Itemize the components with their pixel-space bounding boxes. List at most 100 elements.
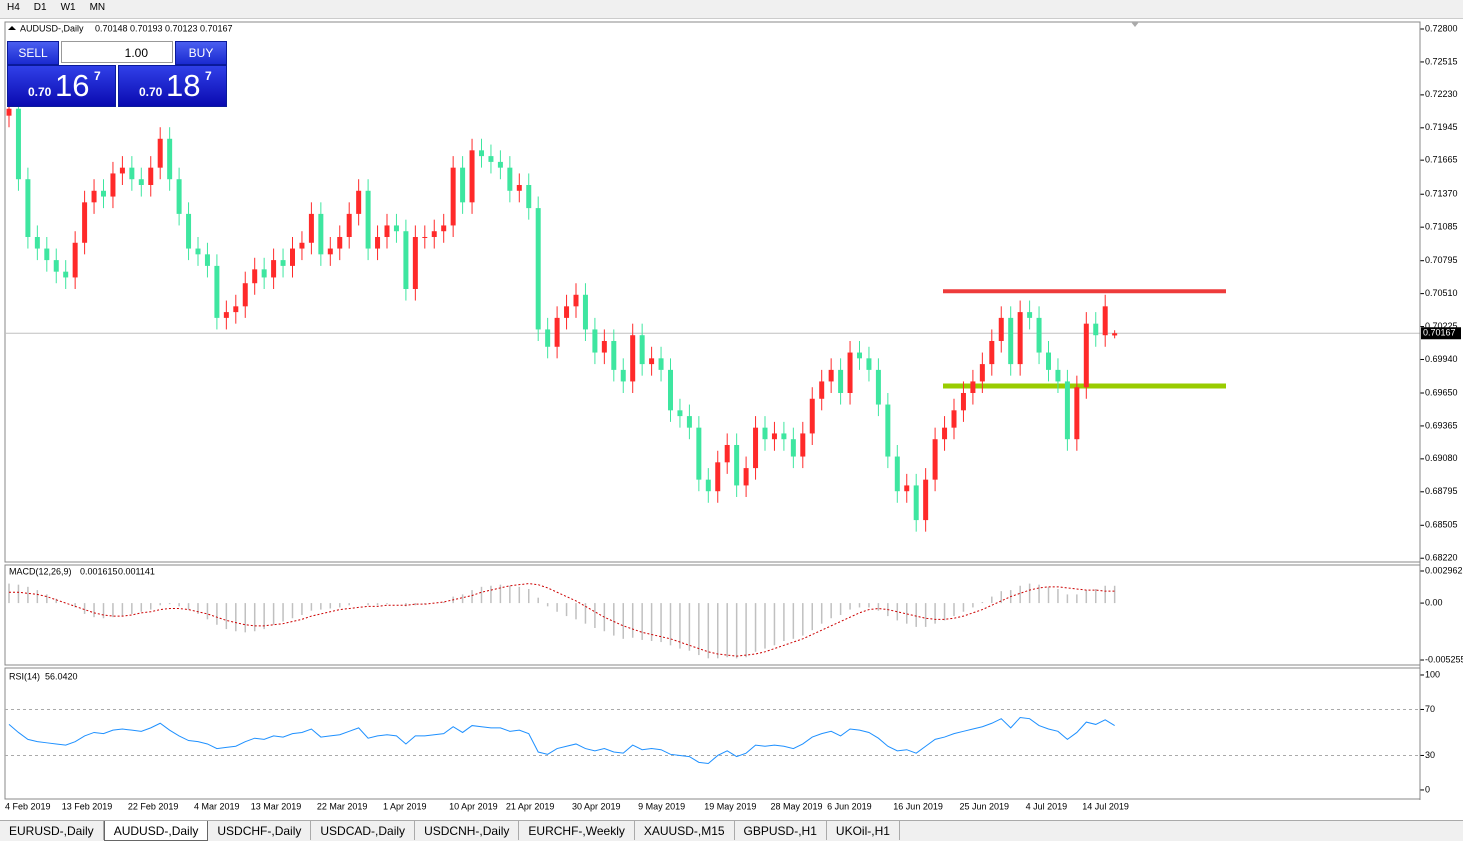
y-tick-label: 0.68505 <box>1425 520 1458 530</box>
candle-body <box>857 352 862 359</box>
price-digits: 16 <box>55 68 90 103</box>
sell-button[interactable]: SELL <box>7 41 59 65</box>
chart-tab[interactable]: EURCHF-,Weekly <box>519 821 635 840</box>
candle-body <box>894 456 900 492</box>
price-pip: 7 <box>205 69 212 83</box>
candle-body <box>129 167 135 180</box>
candle-body <box>195 248 201 255</box>
candle-body <box>176 179 182 214</box>
candle-body <box>913 485 919 521</box>
buy-price[interactable]: 0.70 18 7 <box>118 65 227 107</box>
tf-button[interactable]: H4 <box>7 2 20 13</box>
tf-button[interactable]: D1 <box>33 2 47 13</box>
candle-body <box>1055 369 1061 382</box>
candle-body <box>223 312 229 318</box>
candle-body <box>677 410 683 417</box>
candle-body <box>1046 352 1051 370</box>
candle-body <box>649 358 655 365</box>
candle-body <box>460 167 466 203</box>
candle-body <box>469 150 475 203</box>
candle-body <box>743 468 749 486</box>
buy-button[interactable]: BUY <box>175 41 227 65</box>
y-tick-label: -0.005255 <box>1425 654 1463 664</box>
price-label: 0.70167 <box>1423 328 1456 338</box>
candle-body <box>535 208 541 330</box>
x-tick-label: 10 Apr 2019 <box>449 801 498 811</box>
candle-body <box>431 231 437 237</box>
macd-reading: 0.001615 <box>80 566 118 576</box>
ohlc-close: 0.70167 <box>200 23 233 33</box>
candle-body <box>252 269 258 284</box>
x-tick-label: 19 May 2019 <box>704 801 756 811</box>
candle-body <box>951 410 957 428</box>
volume-input[interactable]: 1.00 <box>61 41 173 63</box>
price-big: 0.70 <box>28 85 52 99</box>
candle-body <box>271 260 277 278</box>
candle-body <box>356 190 362 214</box>
price-label-box <box>1421 327 1461 340</box>
y-tick-label: 100 <box>1425 669 1440 679</box>
candle-body <box>110 173 116 197</box>
chart-tab[interactable]: USDCNH-,Daily <box>415 821 520 840</box>
candle-body <box>620 369 626 382</box>
candle-body <box>658 358 664 370</box>
candle-body <box>753 427 759 469</box>
y-tick-label: 0.72230 <box>1425 89 1458 99</box>
candle-body <box>866 358 872 370</box>
candle-body <box>601 340 607 353</box>
candle-body <box>1027 312 1033 318</box>
candle-body <box>138 179 144 186</box>
y-tick-label: 0.70510 <box>1425 288 1458 298</box>
chart-tab[interactable]: UKOil-,H1 <box>827 821 900 840</box>
candle-body <box>979 364 985 382</box>
y-tick-label: 0.70795 <box>1425 255 1458 265</box>
candle-body <box>705 479 711 492</box>
candle-body <box>554 317 560 347</box>
chart-tab[interactable]: XAUUSD-,M15 <box>635 821 735 840</box>
symbol-title: AUDUSD-,Daily <box>20 23 84 33</box>
y-tick-label: 0.00 <box>1425 597 1443 607</box>
candle-body <box>847 352 853 393</box>
candle-body <box>942 427 948 440</box>
collapse-icon <box>8 26 16 30</box>
candle-body <box>611 340 617 370</box>
x-tick-label: 13 Feb 2019 <box>62 801 113 811</box>
x-tick-label: 22 Mar 2019 <box>317 801 368 811</box>
chart-tab[interactable]: GBPUSD-,H1 <box>735 821 827 840</box>
y-tick-label: 0.69080 <box>1425 453 1458 463</box>
candle-body <box>885 404 891 457</box>
chart-tab[interactable]: EURUSD-,Daily <box>0 821 104 840</box>
sell-price[interactable]: 0.70 16 7 <box>7 65 116 107</box>
candle-body <box>204 254 210 266</box>
candle-body <box>545 329 551 347</box>
candle-body <box>6 108 12 116</box>
candle-body <box>450 167 456 226</box>
macd-pane <box>4 564 1421 666</box>
y-tick-label: 0.72515 <box>1425 56 1458 66</box>
x-tick-label: 22 Feb 2019 <box>128 801 179 811</box>
candle-body <box>630 335 636 382</box>
candle-body <box>308 213 314 243</box>
candle-body <box>875 369 881 405</box>
candle-body <box>781 433 787 440</box>
y-tick-label: 0.70225 <box>1425 321 1458 331</box>
chart-tabs: EURUSD-,Daily AUDUSD-,Daily USDCHF-,Daily U… <box>0 820 1463 841</box>
x-tick-label: 6 Jun 2019 <box>827 801 872 811</box>
candle-body <box>1008 317 1014 365</box>
candle-body <box>214 265 220 318</box>
signal-line <box>9 583 1115 657</box>
y-tick-label: 0.68220 <box>1425 553 1458 563</box>
candle-body <box>838 369 844 393</box>
one-click-trading: SELL 1.00 BUY 0.70 16 7 0.70 18 7 <box>7 41 227 107</box>
tf-button[interactable]: W1 <box>60 2 76 13</box>
chart-tab[interactable]: USDCAD-,Daily <box>311 821 416 840</box>
chart-tab[interactable]: AUDUSD-,Daily <box>103 821 209 841</box>
chart-tab[interactable]: USDCHF-,Daily <box>208 821 312 840</box>
tf-button[interactable]: MN <box>89 2 106 13</box>
y-tick-label: 0.69365 <box>1425 420 1458 430</box>
shift-marker <box>1131 22 1139 27</box>
candle-body <box>497 161 503 168</box>
rsi-title: RSI(14) <box>9 671 40 681</box>
candle-body <box>715 462 721 492</box>
x-tick-label: 13 Mar 2019 <box>251 801 302 811</box>
